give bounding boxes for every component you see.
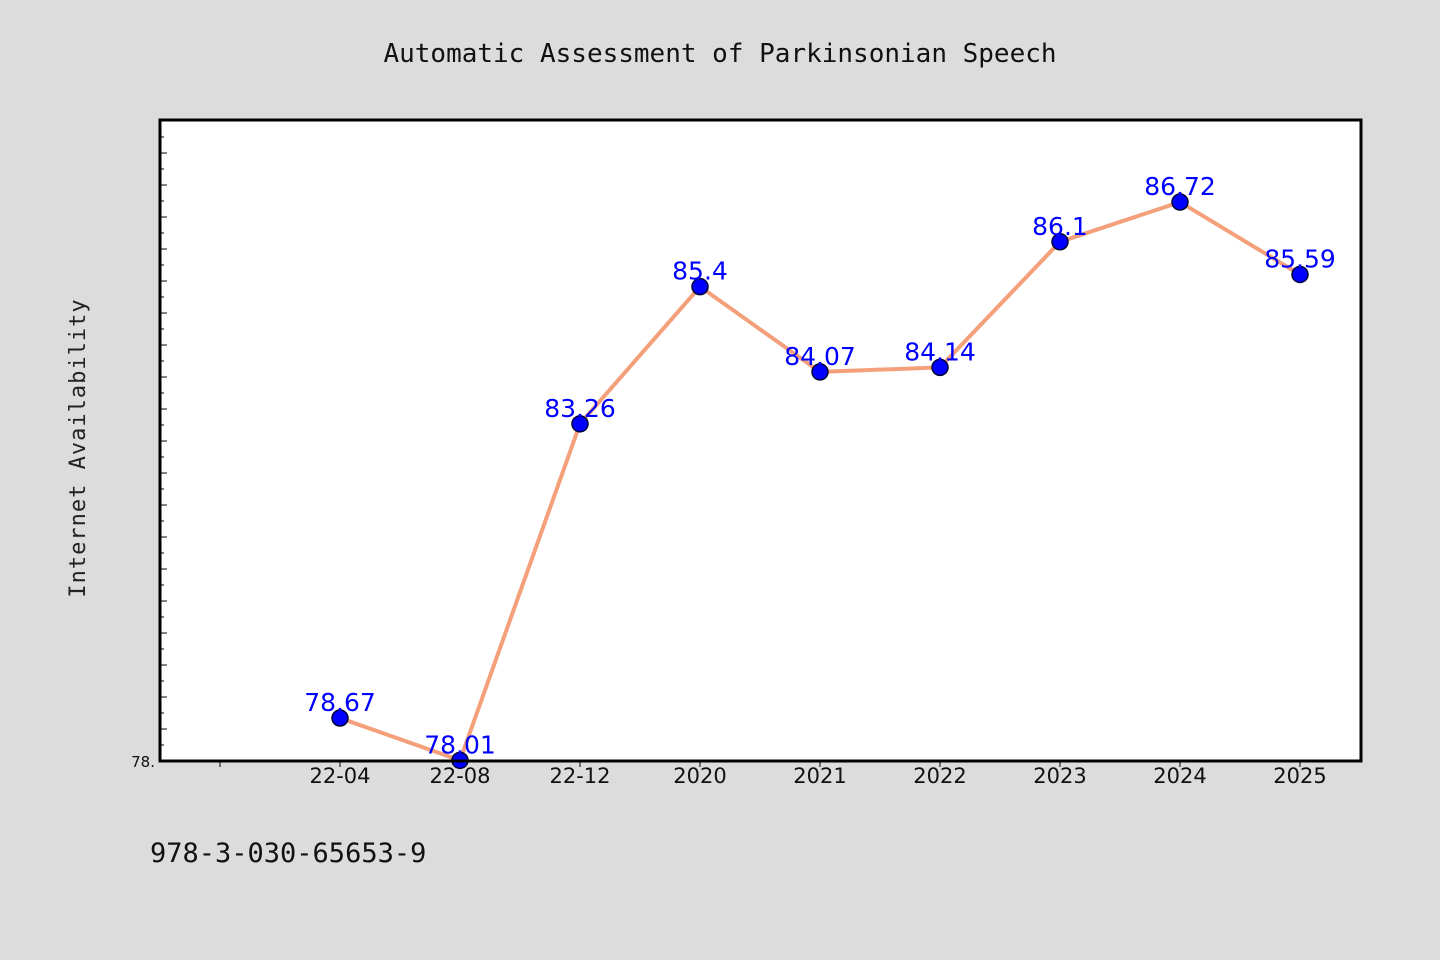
x-axis-tick-labels: 22-04 22-08 22-12 2020 2021 2022 2023 2024 2025	[309, 764, 1326, 788]
data-label: 78.01	[424, 730, 496, 759]
series-layer: 78.67 78.01 83.26 85.4 84.07 84.14 86.1 86.72 85…	[304, 172, 1336, 770]
footnote: 978-3-030-65653-9	[150, 838, 426, 869]
data-point	[331, 709, 349, 727]
data-label: 86.72	[1144, 172, 1216, 201]
x-tick-label: 2023	[1033, 764, 1086, 788]
data-label: 85.59	[1264, 244, 1336, 273]
chart-title: Automatic Assessment of Parkinsonian Spe…	[383, 39, 1056, 69]
data-point	[691, 277, 709, 296]
data-point	[811, 363, 829, 381]
y-tick-label: 78.	[131, 753, 155, 771]
data-point	[931, 358, 949, 377]
data-label: 84.14	[904, 337, 976, 366]
data-point	[1171, 193, 1189, 211]
x-tick-label: 22-12	[549, 764, 610, 788]
x-tick-label: 22-04	[309, 764, 370, 788]
x-tick-label: 2025	[1273, 764, 1326, 788]
data-point	[1051, 233, 1069, 251]
x-tick-label: 2021	[793, 764, 846, 788]
data-label: 78.67	[304, 688, 376, 717]
plot-area	[160, 120, 1361, 761]
plot-frame	[158, 118, 1363, 763]
data-point	[1291, 265, 1309, 284]
data-label: 86.1	[1032, 212, 1088, 241]
data-label: 83.26	[544, 394, 616, 423]
data-label: 85.4	[672, 257, 728, 286]
x-tick-label: 2024	[1153, 764, 1206, 788]
data-point	[571, 415, 589, 433]
x-tick-label: 2020	[673, 764, 726, 788]
y-axis-label: Internet Availability	[66, 298, 91, 597]
x-tick-label: 2022	[913, 764, 966, 788]
data-label: 84.07	[784, 342, 856, 371]
